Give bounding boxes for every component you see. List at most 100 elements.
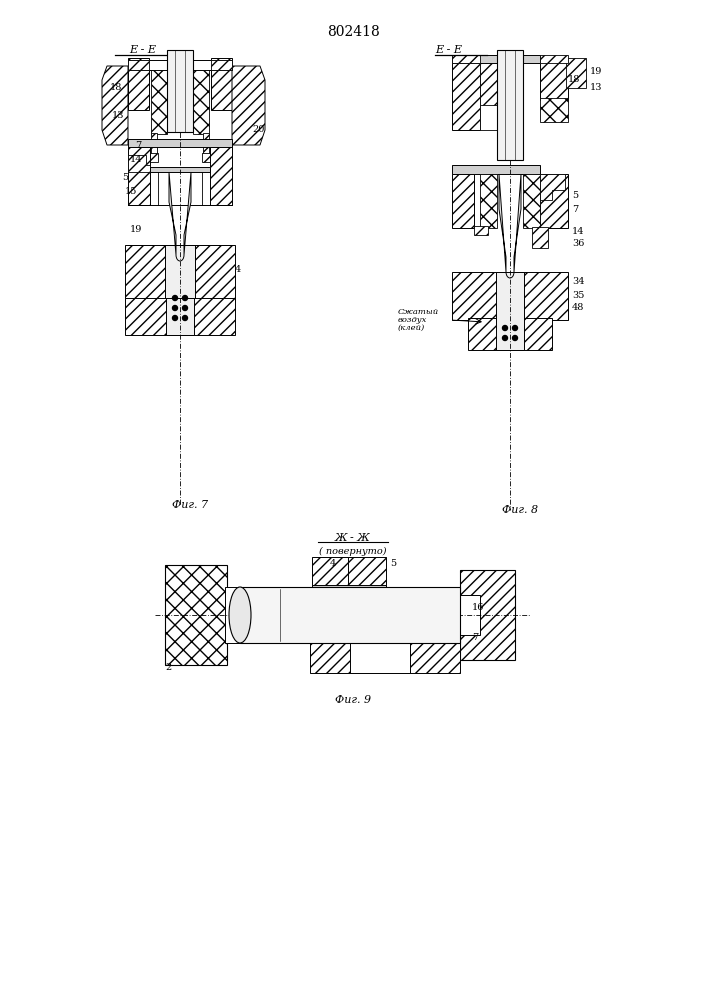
Bar (195, 245, 235, 300)
Bar (540, 58, 568, 100)
Circle shape (513, 336, 518, 340)
Bar (566, 58, 586, 88)
Text: 15: 15 (125, 188, 137, 196)
Text: воздух: воздух (398, 316, 427, 324)
Bar (210, 147, 232, 205)
Bar (146, 153, 158, 162)
Bar (523, 174, 540, 228)
Text: Фиг. 7: Фиг. 7 (172, 500, 208, 510)
Bar (496, 272, 524, 350)
Text: (клей): (клей) (398, 324, 425, 332)
Text: 20: 20 (252, 125, 264, 134)
Bar (497, 50, 523, 160)
Text: 4: 4 (235, 265, 241, 274)
Bar (540, 174, 568, 228)
Bar (348, 557, 386, 587)
Ellipse shape (229, 587, 251, 643)
Text: Ж - Ж: Ж - Ж (335, 533, 371, 543)
Text: 19: 19 (130, 226, 142, 234)
Bar (128, 139, 232, 147)
Polygon shape (184, 172, 191, 255)
Bar (202, 153, 214, 162)
Bar (193, 66, 209, 134)
Bar (468, 318, 552, 350)
Bar (452, 165, 540, 174)
Text: 16: 16 (472, 602, 484, 611)
Circle shape (173, 296, 177, 300)
Polygon shape (169, 172, 176, 255)
Bar (480, 174, 497, 228)
Circle shape (182, 296, 187, 300)
Bar (310, 643, 460, 673)
Bar (480, 58, 497, 105)
Bar (211, 60, 232, 70)
Polygon shape (540, 174, 565, 200)
Text: 5: 5 (122, 172, 128, 182)
Bar (452, 272, 568, 320)
Text: 35: 35 (572, 290, 585, 300)
Bar (350, 643, 410, 673)
Circle shape (503, 336, 508, 340)
Text: 7: 7 (572, 206, 578, 215)
Polygon shape (102, 66, 128, 145)
Text: 5: 5 (572, 190, 578, 200)
Text: ( повернуто): ( повернуто) (320, 546, 387, 556)
Text: 2: 2 (165, 662, 171, 672)
Bar (240, 587, 460, 643)
Text: Сжатый: Сжатый (398, 308, 439, 316)
Text: 36: 36 (572, 238, 585, 247)
Text: 18: 18 (568, 76, 580, 85)
Bar (128, 58, 149, 110)
Bar (165, 245, 195, 300)
Text: 4: 4 (330, 558, 337, 568)
Text: E - E: E - E (129, 45, 156, 55)
Text: 14: 14 (572, 227, 585, 235)
Bar (312, 557, 350, 587)
Bar (151, 133, 157, 155)
Polygon shape (128, 155, 150, 172)
Bar (203, 133, 209, 155)
Text: 5: 5 (390, 558, 396, 568)
Bar (460, 595, 480, 635)
Bar (452, 55, 480, 63)
Text: 19: 19 (590, 68, 602, 77)
Text: 13: 13 (112, 111, 124, 120)
Bar (540, 98, 568, 122)
Circle shape (513, 326, 518, 330)
Circle shape (173, 316, 177, 320)
Text: 13: 13 (590, 84, 602, 93)
Circle shape (503, 326, 508, 330)
Bar (474, 226, 488, 235)
Bar (151, 66, 167, 134)
Bar (312, 585, 386, 591)
Bar (540, 55, 568, 63)
Circle shape (173, 306, 177, 310)
Text: 7: 7 (135, 141, 141, 150)
Text: 7: 7 (472, 633, 478, 642)
Bar (128, 60, 232, 70)
Bar (165, 565, 227, 665)
Text: 34: 34 (572, 277, 585, 286)
Polygon shape (499, 174, 506, 272)
Bar (125, 245, 165, 300)
Bar (167, 50, 193, 132)
Text: 802418: 802418 (327, 25, 380, 39)
Bar (460, 570, 515, 660)
Bar (125, 298, 235, 335)
Text: E - E: E - E (435, 45, 462, 55)
Bar (166, 298, 194, 335)
Circle shape (182, 306, 187, 310)
Bar (452, 58, 480, 130)
Circle shape (182, 316, 187, 320)
Bar (532, 227, 548, 248)
Polygon shape (514, 174, 521, 272)
Bar (480, 100, 497, 130)
Text: Фиг. 9: Фиг. 9 (335, 695, 371, 705)
Text: 18: 18 (110, 84, 122, 93)
Bar (452, 55, 540, 63)
Text: Фиг. 8: Фиг. 8 (502, 505, 538, 515)
Bar (225, 587, 240, 643)
Bar (150, 167, 210, 172)
Bar (452, 174, 474, 228)
Polygon shape (232, 66, 265, 145)
